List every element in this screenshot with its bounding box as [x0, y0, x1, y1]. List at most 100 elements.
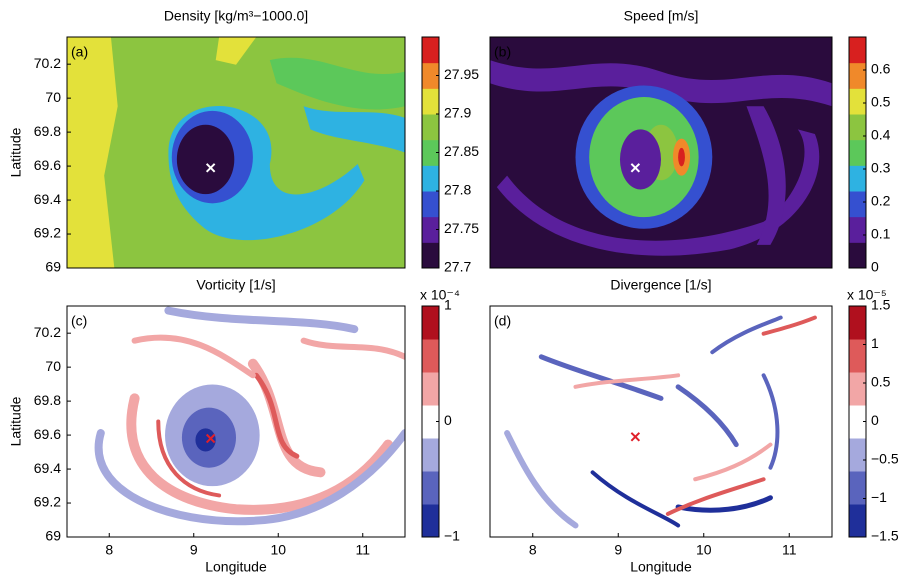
field-band	[541, 357, 661, 399]
field-band	[764, 375, 778, 467]
colorbar-slice	[422, 88, 439, 115]
field-band	[678, 387, 736, 445]
y-tick-label: 69	[45, 259, 61, 275]
colorbar-tick-label: 27.8	[444, 182, 471, 198]
field-region	[678, 147, 685, 167]
field	[490, 306, 832, 537]
field-region	[67, 37, 118, 268]
colorbar-slice	[849, 372, 866, 406]
field-region	[619, 129, 661, 190]
field-shapes	[490, 37, 832, 268]
axes-frame	[489, 36, 833, 269]
y-tick-label: 69.4	[34, 191, 61, 207]
colorbar-tick-label: 0.6	[871, 61, 891, 77]
field-shapes	[67, 37, 405, 268]
colorbar-slice	[849, 191, 866, 218]
center-marker	[630, 432, 641, 442]
y-tick-label: 70.2	[34, 55, 61, 71]
colorbar-tick-label: 0.2	[871, 193, 891, 209]
colorbar-tick-label: 0.4	[871, 127, 891, 143]
colorbar-slice	[422, 339, 439, 373]
colorbar-tick-label: 27.95	[444, 66, 479, 82]
colorbar-tick-label: −0.5	[871, 451, 899, 467]
colorbar-tick-label: 27.7	[444, 259, 471, 275]
field-region	[303, 106, 405, 153]
panel-label: (c)	[71, 313, 87, 329]
field	[67, 306, 405, 537]
x-axis-label: Longitude	[205, 559, 267, 575]
colorbar-slice	[849, 114, 866, 141]
field-band	[135, 338, 253, 376]
field-shapes	[490, 306, 832, 537]
y-tick-label: 69	[45, 528, 61, 544]
colorbar-slice	[422, 114, 439, 141]
axes-frame	[66, 305, 406, 538]
panel-label: (d)	[494, 313, 511, 329]
field-region	[746, 106, 786, 245]
y-tick-label: 69.8	[34, 123, 61, 139]
colorbar-slice	[849, 62, 866, 89]
panel-title: Speed [m/s]	[624, 8, 699, 24]
colorbar-slice	[422, 438, 439, 472]
colorbar-slice	[849, 438, 866, 472]
colorbar-frame	[848, 36, 867, 269]
colorbar-tick-label: −1	[444, 528, 460, 544]
colorbar-slice	[422, 191, 439, 218]
colorbar-slice	[849, 139, 866, 166]
field-band	[678, 498, 770, 510]
colorbar-tick-label: 0	[871, 259, 879, 275]
y-axis-label: Latitude	[8, 127, 24, 177]
colorbar-slice	[849, 405, 866, 439]
center-marker	[205, 163, 216, 173]
colorbar-tick-label: 0.5	[871, 94, 891, 110]
y-tick-label: 69.2	[34, 494, 61, 510]
colorbar-slice	[422, 139, 439, 166]
colorbar-slice	[849, 339, 866, 373]
field-band	[168, 311, 354, 329]
field-band	[99, 433, 405, 521]
field-region	[269, 57, 405, 110]
x-tick-label: 9	[614, 542, 622, 558]
colorbar-multiplier: x 10⁻⁴	[420, 287, 460, 303]
colorbar-tick-label: 1	[871, 335, 879, 351]
colorbar-slice	[422, 405, 439, 439]
field-band	[712, 318, 780, 353]
colorbar-slice	[422, 306, 439, 340]
colorbar-slice	[422, 165, 439, 192]
y-tick-label: 70	[45, 358, 61, 374]
x-tick-label: 8	[105, 542, 113, 558]
field	[67, 37, 405, 268]
field-region	[490, 60, 832, 107]
colorbar-slice	[849, 306, 866, 340]
x-tick-label: 9	[190, 542, 198, 558]
colorbar-slice	[849, 471, 866, 505]
field-band	[593, 472, 679, 525]
field	[490, 37, 832, 268]
y-tick-label: 69.2	[34, 225, 61, 241]
field-bg	[490, 306, 832, 537]
axes-frame	[489, 305, 833, 538]
colorbar-tick-label: −1	[871, 489, 887, 505]
x-tick-label: 11	[355, 542, 370, 558]
panel-title: Divergence [1/s]	[610, 277, 711, 293]
colorbar-slice	[422, 242, 439, 269]
field-band	[304, 341, 405, 357]
colorbar-slice	[422, 504, 439, 538]
colorbar-tick-label: 27.85	[444, 143, 479, 159]
field-band	[695, 445, 770, 480]
field-band	[576, 375, 679, 387]
colorbar-multiplier: x 10⁻⁵	[847, 287, 887, 303]
y-tick-label: 69.6	[34, 157, 61, 173]
x-axis-label: Longitude	[630, 559, 692, 575]
colorbar-slice	[422, 471, 439, 505]
colorbar-slice	[849, 88, 866, 115]
colorbar-tick-label: 0.5	[871, 374, 891, 390]
x-tick-label: 10	[696, 542, 712, 558]
colorbar-slice	[422, 62, 439, 89]
colorbar-slice	[422, 216, 439, 243]
panel-label: (a)	[71, 44, 88, 60]
y-tick-label: 70.2	[34, 324, 61, 340]
colorbar-tick-label: 0	[444, 412, 452, 428]
x-tick-label: 10	[270, 542, 286, 558]
